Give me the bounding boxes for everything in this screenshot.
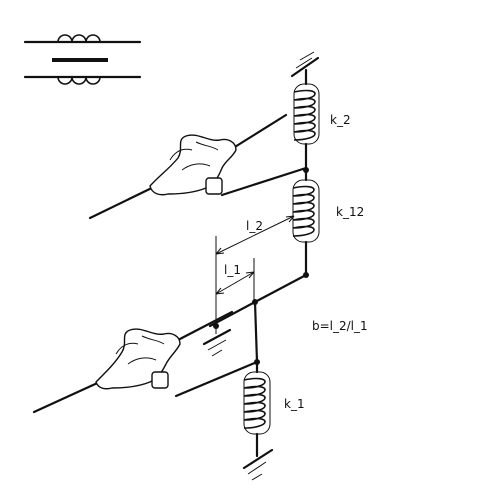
ground-bottom-icon bbox=[242, 448, 274, 481]
label-l2: l_2 bbox=[246, 219, 263, 233]
spring-k2-icon bbox=[293, 83, 320, 173]
upper-cable bbox=[88, 113, 308, 220]
dimension-lines bbox=[215, 215, 295, 326]
lower-cable bbox=[32, 310, 259, 414]
ground-top-icon bbox=[290, 51, 320, 86]
spring-k12-icon bbox=[292, 168, 320, 278]
spring-k1-icon bbox=[243, 360, 271, 458]
label-l1: l_1 bbox=[224, 263, 241, 277]
ground-pivot-icon bbox=[202, 323, 232, 357]
label-k12: k_12 bbox=[336, 205, 364, 219]
label-k2: k_2 bbox=[330, 113, 351, 127]
transformer-symbol-icon bbox=[23, 34, 142, 85]
lever-bar bbox=[208, 273, 308, 365]
label-k1: k_1 bbox=[284, 397, 305, 411]
label-ratio: b=l_2/l_1 bbox=[312, 319, 368, 333]
